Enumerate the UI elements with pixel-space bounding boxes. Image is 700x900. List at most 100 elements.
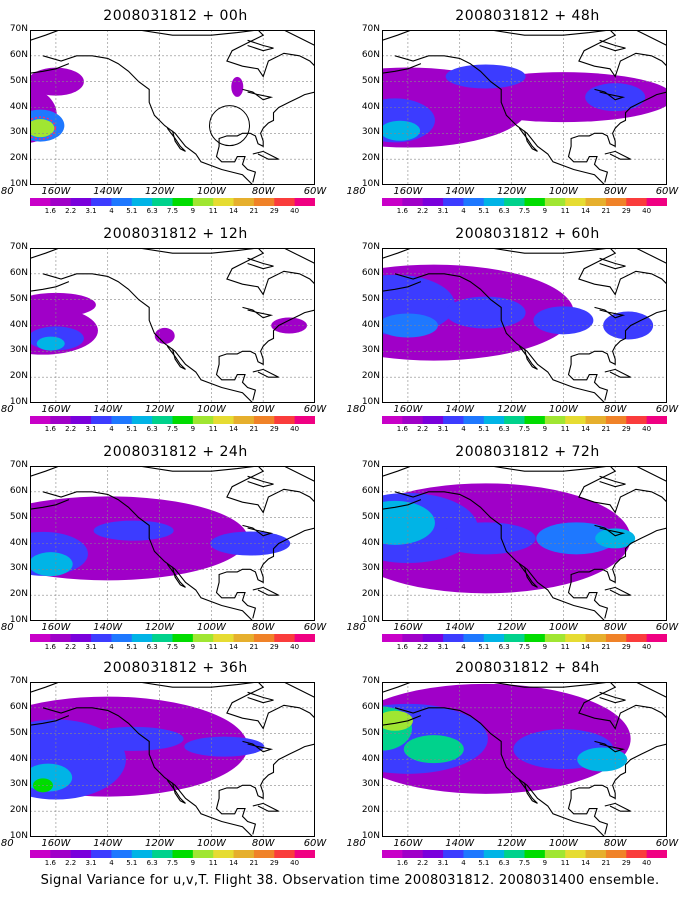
colorbar-label: 4 (109, 643, 114, 651)
colorbar-label: 14 (581, 859, 591, 867)
map-panel-48h: 2008031812 + 48h 70N 60N 50N 40N 30N 20N 10N 180… (347, 8, 679, 223)
coastline (567, 309, 667, 401)
lon-tick-label: 140W (445, 404, 475, 415)
variance-map (30, 30, 315, 185)
colorbar-label: 1.6 (396, 207, 408, 215)
colorbar-label: 5.1 (126, 425, 138, 433)
lat-tick-label: 30N (361, 345, 380, 356)
coastline (252, 802, 279, 812)
colorbar-swatch (504, 850, 525, 858)
colorbar-swatch (111, 198, 133, 206)
colorbar-label: 5.1 (478, 859, 490, 867)
variance-contour-1 (30, 292, 96, 317)
lon-tick-label: 80W (603, 622, 627, 633)
lon-tick-label: 160W (393, 838, 423, 849)
colorbar-swatch (402, 416, 424, 424)
variance-contour-3 (435, 522, 536, 555)
lon-tick-label: 140W (445, 622, 475, 633)
coastline (518, 127, 538, 152)
lon-tick-label: 160W (393, 404, 423, 415)
colorbar-label: 40 (290, 425, 300, 433)
colorbar-label: 11 (560, 425, 570, 433)
colorbar-swatch (131, 634, 153, 642)
lat-tick-label: 60N (9, 267, 28, 278)
colorbar-swatch (172, 850, 194, 858)
panel-title: 2008031812 + 36h (103, 660, 248, 676)
coastline (242, 88, 274, 101)
colorbar-label: 5.1 (126, 859, 138, 867)
colorbar-label: 40 (290, 859, 300, 867)
variance-map (30, 466, 315, 621)
colorbar-swatch (626, 416, 648, 424)
map-panel-24h: 2008031812 + 24h 70N 60N 50N 40N 30N 20N 10N180… (0, 444, 326, 659)
lat-tick-label: 20N (361, 589, 380, 600)
colorbar-label: 14 (229, 425, 239, 433)
coastline (215, 527, 315, 619)
colorbar-swatch (233, 850, 255, 858)
lat-tick-label: 20N (361, 371, 380, 382)
panel-title: 2008031812 + 60h (455, 226, 600, 242)
colorbar-swatch (233, 416, 255, 424)
colorbar-swatch (483, 416, 505, 424)
coastline (30, 715, 70, 726)
variance-contour-2 (30, 552, 73, 577)
colorbar-label: 2.2 (65, 643, 77, 651)
lon-tick-label: 120W (497, 838, 527, 849)
coastline (382, 715, 422, 726)
colorbar-label: 9 (542, 425, 548, 433)
variance-contour-4 (536, 522, 617, 555)
lon-tick-label: 120W (145, 404, 175, 415)
variance-contour-3 (36, 336, 65, 351)
coastline (215, 743, 315, 835)
colorbar-swatch (646, 850, 667, 858)
colorbar-swatch (294, 416, 315, 424)
variance-contour-5 (585, 83, 646, 112)
map-panel-84h: 2008031812 + 84h 70N 60N 50N 40N 30N 20N 10N 180… (347, 660, 679, 875)
colorbar-swatch (172, 634, 194, 642)
lon-tick-label: 180 (0, 622, 14, 633)
variance-contour-4 (403, 735, 464, 764)
colorbar-label: 5.1 (126, 207, 138, 215)
colorbar (30, 198, 315, 206)
lon-tick-label: 60W (303, 186, 327, 197)
lon-tick-label: 120W (497, 622, 527, 633)
map-panel-60h: 2008031812 + 60h 70N 60N 50N 40N 30N 20N 10N 180… (347, 226, 679, 441)
lat-tick-label: 40N (9, 101, 28, 112)
lon-tick-label: 60W (655, 622, 679, 633)
lon-tick-label: 100W (548, 622, 578, 633)
colorbar-label: 21 (249, 643, 259, 651)
coastline (252, 150, 279, 160)
colorbar-label: 14 (229, 207, 239, 215)
colorbar-label: 11 (208, 859, 218, 867)
lon-tick-label: 60W (655, 838, 679, 849)
colorbar-swatch (30, 416, 51, 424)
lat-tick-label: 60N (9, 701, 28, 712)
variance-map (382, 682, 667, 837)
colorbar-swatch (50, 198, 72, 206)
colorbar-swatch (524, 416, 546, 424)
colorbar-label: 4 (109, 207, 114, 215)
coastline (30, 466, 315, 514)
colorbar-label: 40 (642, 207, 652, 215)
colorbar-swatch (70, 198, 92, 206)
lat-tick-label: 70N (361, 24, 380, 34)
lat-tick-label: 20N (9, 371, 28, 382)
coastline (382, 281, 422, 292)
colorbar-swatch (382, 850, 403, 858)
coastline (252, 586, 279, 596)
colorbar-swatch (253, 198, 275, 206)
colorbar-label: 1.6 (44, 859, 56, 867)
variance-contour-2 (382, 313, 438, 338)
colorbar-swatch (402, 198, 424, 206)
variance-contour-5 (603, 311, 654, 340)
lon-tick-label: 180 (0, 404, 14, 415)
lon-tick-label: 140W (445, 838, 475, 849)
colorbar-label: 7.5 (518, 643, 531, 651)
lon-tick-label: 160W (41, 838, 71, 849)
coastline (30, 248, 315, 296)
coastline (382, 248, 667, 296)
variance-map (382, 30, 667, 185)
lon-tick-label: 180 (0, 186, 14, 197)
lon-tick-label: 100W (196, 404, 226, 415)
coastline (382, 30, 667, 78)
